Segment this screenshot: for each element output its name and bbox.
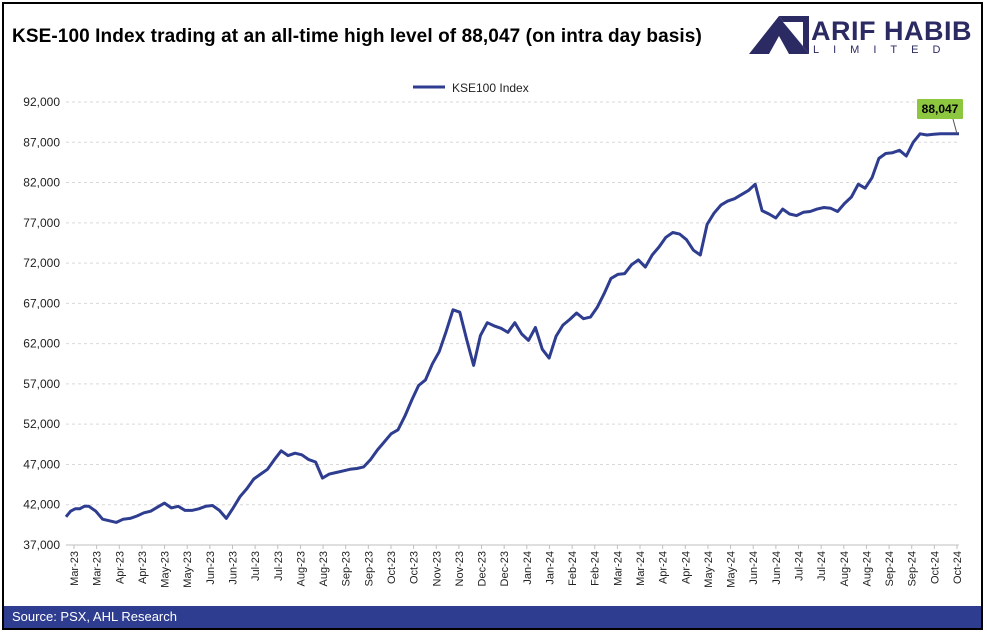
- x-tick-label: Jan-24: [544, 551, 556, 585]
- x-tick-label: Jul-24: [794, 551, 806, 581]
- chart-area: 37,000 42,000 47,000 52,000 57,000 62,000 67,0…: [23, 81, 964, 588]
- header: KSE-100 Index trading at an all-time hig…: [4, 4, 981, 62]
- x-tick-label: Nov-23: [431, 551, 443, 586]
- x-tick-label: Apr-24: [680, 551, 692, 584]
- y-tick-label: 62,000: [23, 337, 60, 351]
- x-tick-label: Aug-24: [839, 551, 851, 586]
- y-axis: 37,000 42,000 47,000 52,000 57,000 62,000 67,0…: [23, 95, 60, 552]
- footer: Source: PSX, AHL Research: [4, 606, 981, 628]
- y-tick-label: 47,000: [23, 457, 60, 471]
- x-tick-label: Aug-24: [861, 551, 873, 586]
- x-tick-label: Nov-23: [454, 551, 466, 586]
- x-tick-label: Jun-23: [227, 551, 239, 585]
- x-tick-label: Mar-23: [69, 551, 81, 586]
- x-tick-label: Jan-24: [522, 551, 534, 585]
- x-tick-label: Sep-24: [907, 551, 919, 586]
- x-tick-label: Oct-24: [952, 551, 964, 584]
- x-tick-label: Aug-23: [295, 551, 307, 586]
- x-tick-label: Sep-23: [363, 551, 375, 586]
- x-tick-label: Oct-24: [929, 551, 941, 584]
- x-tick-label: Mar-24: [612, 551, 624, 586]
- x-tick-label: Jun-23: [205, 551, 217, 585]
- gridlines: [66, 101, 959, 546]
- y-tick-label: 77,000: [23, 216, 60, 230]
- x-tick-label: Jul-23: [273, 551, 285, 581]
- logo-text: ARIF HABIB: [811, 16, 972, 46]
- callout-leader-line: [952, 118, 958, 134]
- x-tick-label: Apr-23: [137, 551, 149, 584]
- y-tick-label: 72,000: [23, 256, 60, 270]
- logo-subtext: LIMITED: [813, 44, 955, 56]
- callout-box: [917, 99, 963, 119]
- x-tick-label: Mar-24: [635, 551, 647, 586]
- chart-title: KSE-100 Index trading at an all-time hig…: [12, 26, 702, 47]
- x-tick-label: Feb-24: [590, 551, 602, 586]
- x-tick-label: Oct-23: [409, 551, 421, 584]
- logo-mark-icon: [749, 16, 809, 54]
- x-tick-label: Sep-23: [341, 551, 353, 586]
- y-tick-label: 52,000: [23, 417, 60, 431]
- x-tick-label: Feb-24: [567, 551, 579, 586]
- x-tick-label: Apr-23: [114, 551, 126, 584]
- x-tick-label: Mar-23: [92, 551, 104, 586]
- x-tick-label: Jun-24: [748, 551, 760, 585]
- x-tick-label: Dec-23: [499, 551, 511, 586]
- callout: 88,047: [917, 99, 963, 134]
- y-tick-label: 67,000: [23, 296, 60, 310]
- x-tick-label: May-24: [703, 551, 715, 588]
- x-tick-label: May-23: [160, 551, 172, 588]
- x-tick-label: Jun-24: [771, 551, 783, 585]
- x-tick-label: May-24: [726, 551, 738, 588]
- y-tick-label: 42,000: [23, 498, 60, 512]
- x-tick-label: Apr-24: [658, 551, 670, 584]
- x-tick-label: Sep-24: [884, 551, 896, 586]
- x-tick-label: Jul-24: [816, 551, 828, 581]
- x-axis: Mar-23 Mar-23 Apr-23 Apr-23 May-23 May-23 Jun-…: [69, 545, 964, 588]
- x-tick-label: Oct-23: [386, 551, 398, 584]
- source-note: Source: PSX, AHL Research: [12, 609, 177, 624]
- legend-label: KSE100 Index: [452, 81, 529, 95]
- y-tick-label: 37,000: [23, 538, 60, 552]
- y-tick-label: 82,000: [23, 176, 60, 190]
- callout-label: 88,047: [922, 102, 959, 116]
- x-tick-label: May-23: [182, 551, 194, 588]
- y-tick-label: 92,000: [23, 95, 60, 109]
- series-line-kse100: [64, 132, 959, 524]
- legend: KSE100 Index: [413, 81, 529, 95]
- x-tick-label: Aug-23: [318, 551, 330, 586]
- x-tick-label: Jul-23: [250, 551, 262, 581]
- x-tick-label: Dec-23: [477, 551, 489, 586]
- y-tick-label: 57,000: [23, 377, 60, 391]
- y-tick-label: 87,000: [23, 135, 60, 149]
- company-logo: ARIF HABIB LIMITED: [749, 14, 974, 60]
